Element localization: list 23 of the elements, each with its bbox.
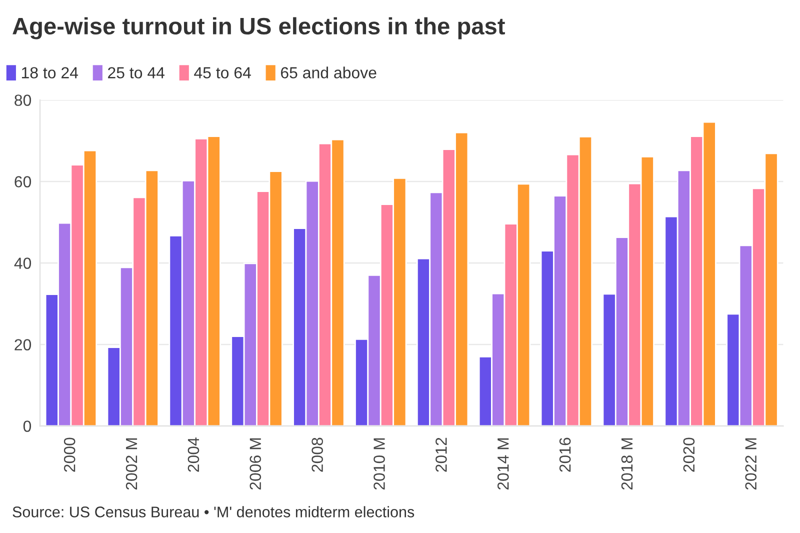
x-tick-label: 2014 M [497,438,509,490]
x-tick-label: 2000 [64,438,76,472]
source-note: Source: US Census Bureau • 'M' denotes midterm elections [12,506,414,518]
x-tick-label: 2010 M [374,438,385,490]
chart-title: Age-wise turnout in US elections in the past [12,17,505,40]
x-tick-label: 2012 [436,438,447,472]
y-tick-label: 60 [14,176,32,188]
x-tick-label: 2008 [312,438,323,472]
x-tick-label: 2022 M [745,438,757,490]
y-tick-label: 20 [14,339,32,350]
y-tick-label: 40 [14,258,32,269]
x-tick-label: 2016 [559,438,571,472]
x-tick-label: 2002 M [126,438,138,490]
x-tick-label: 2018 M [621,438,633,490]
legend-label: 25 to 44 [108,67,164,78]
y-tick-label: 80 [14,94,32,106]
legend-label: 18 to 24 [22,67,78,78]
legend-label: 65 and above [280,66,376,78]
x-tick-label: 2006 M [250,438,262,490]
legend-label: 45 to 64 [194,67,251,78]
y-tick-label: 0 [23,420,32,432]
x-tick-label: 2020 [683,438,695,472]
x-tick-label: 2004 [188,438,200,472]
